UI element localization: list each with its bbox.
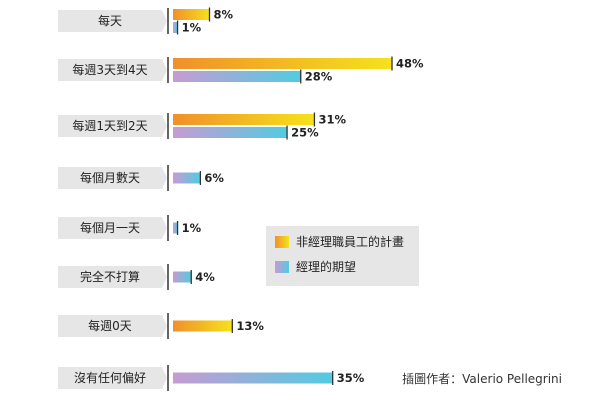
legend-box xyxy=(266,226,419,286)
category-label: 每週3天到4天 xyxy=(72,62,147,77)
category-row: 每個月一天 1% xyxy=(58,215,202,241)
bar-manager-expectation xyxy=(173,71,301,82)
category-row: 每週3天到4天 48% 28% xyxy=(58,56,424,84)
bar-manager-expectation xyxy=(173,22,178,33)
value-label: 6% xyxy=(204,171,224,185)
bar-employee-plan xyxy=(173,9,210,20)
value-label: 1% xyxy=(182,221,202,235)
legend-swatch xyxy=(275,261,289,273)
category-label-box xyxy=(58,266,167,288)
value-label: 25% xyxy=(291,126,319,140)
bar-manager-expectation xyxy=(173,127,288,138)
category-label: 每週1天到2天 xyxy=(72,118,147,133)
category-label-box xyxy=(58,115,167,137)
category-label-box xyxy=(58,59,167,81)
value-label: 13% xyxy=(236,319,264,333)
category-row: 每個月數天 6% xyxy=(58,165,224,191)
bar-manager-expectation xyxy=(173,222,178,234)
category-label-box xyxy=(58,167,167,189)
category-label: 每個月數天 xyxy=(80,170,140,185)
illustration-credit: 插圖作者：Valerio Pellegrini xyxy=(402,372,562,386)
category-label: 每週0天 xyxy=(88,318,132,333)
category-label: 完全不打算 xyxy=(80,269,140,284)
category-row: 沒有任何偏好 35% xyxy=(58,365,365,391)
legend-swatch xyxy=(275,236,289,248)
value-label: 4% xyxy=(195,270,215,284)
value-label: 1% xyxy=(182,21,202,35)
bar-manager-expectation xyxy=(173,172,201,184)
legend-label: 非經理職員工的計畫 xyxy=(296,234,404,249)
value-label: 48% xyxy=(396,57,424,71)
value-label: 31% xyxy=(318,113,346,127)
legend-label: 經理的期望 xyxy=(296,259,356,274)
category-row: 完全不打算 4% xyxy=(58,264,215,290)
category-label-box xyxy=(58,217,167,239)
bar-employee-plan xyxy=(173,320,233,332)
value-label: 35% xyxy=(337,371,365,385)
bar-manager-expectation xyxy=(173,372,333,384)
category-label-box xyxy=(58,10,167,32)
bar-employee-plan xyxy=(173,58,392,69)
category-label: 每個月一天 xyxy=(80,220,140,235)
category-label: 每天 xyxy=(98,13,122,28)
category-label-box xyxy=(58,367,167,389)
value-label: 28% xyxy=(305,70,333,84)
bar-manager-expectation xyxy=(173,271,192,283)
bar-employee-plan xyxy=(173,114,315,125)
category-row: 每週0天 13% xyxy=(58,313,264,339)
category-label: 沒有任何偏好 xyxy=(74,370,146,385)
category-row: 每天 8% 1% xyxy=(58,7,234,35)
category-row: 每週1天到2天 31%25% xyxy=(58,112,346,140)
value-label: 8% xyxy=(214,8,234,22)
category-label-box xyxy=(58,315,167,337)
